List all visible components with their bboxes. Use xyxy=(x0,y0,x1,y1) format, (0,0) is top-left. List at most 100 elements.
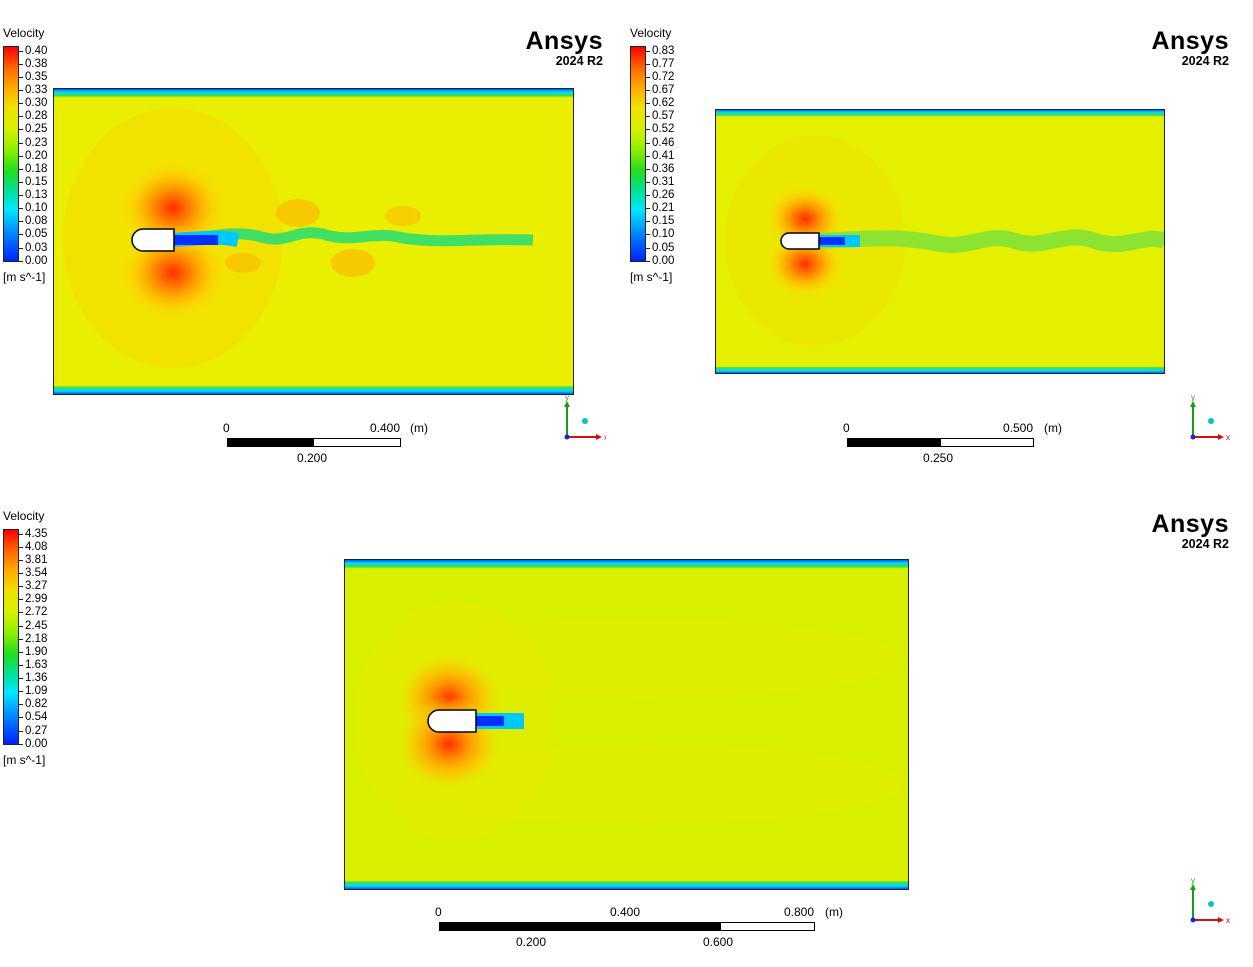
legend-tick: 0.41 xyxy=(645,150,675,162)
legend-tick: 0.13 xyxy=(18,189,48,201)
legend-tick: 0.00 xyxy=(18,255,48,267)
legend-tick: 0.72 xyxy=(645,71,675,83)
legend-unit: [m s^-1] xyxy=(3,270,46,284)
legend-tick: 0.23 xyxy=(18,137,48,149)
legend-tick: 1.63 xyxy=(18,659,48,671)
scale-bar: 0 0.400 (m) 0.200 xyxy=(218,420,458,470)
axis-y-label: y xyxy=(1191,876,1195,885)
scale-label: 0.400 xyxy=(610,905,641,919)
legend-tick: 0.03 xyxy=(18,242,48,254)
brand-name: Ansys xyxy=(1151,510,1229,538)
legend-tick: 0.54 xyxy=(18,711,48,723)
legend-tick: 3.81 xyxy=(18,554,48,566)
legend-title: Velocity xyxy=(3,26,45,40)
legend-tick: 4.08 xyxy=(18,541,48,553)
contour-panel-1: Velocity 0.40 0.38 0.35 0.33 0.30 0.28 0… xyxy=(0,0,620,470)
brand-name: Ansys xyxy=(525,27,603,55)
legend-tick: 0.35 xyxy=(18,71,48,83)
scale-label: 0.200 xyxy=(297,451,328,465)
scale-label: 0.800 xyxy=(784,905,815,919)
axis-y-label: y xyxy=(565,393,569,402)
legend-tick: 0.62 xyxy=(645,97,675,109)
velocity-contour-plot[interactable] xyxy=(344,559,909,890)
legend-tick: 0.46 xyxy=(645,137,675,149)
scale-unit: (m) xyxy=(1044,421,1062,435)
brand-name: Ansys xyxy=(1151,27,1229,55)
legend-tick: 0.57 xyxy=(645,110,675,122)
scale-label: 0.600 xyxy=(703,935,734,949)
scale-bar-graphic xyxy=(439,922,815,931)
legend-tick: 0.67 xyxy=(645,84,675,96)
legend-tick: 0.27 xyxy=(18,725,48,737)
axis-y-label: y xyxy=(1191,393,1195,402)
ansys-logo: Ansys 2024 R2 xyxy=(500,28,603,68)
scale-label: 0 xyxy=(223,421,230,435)
legend-tick: 0.00 xyxy=(645,255,675,267)
velocity-contour-plot[interactable] xyxy=(715,109,1165,374)
legend-color-bar xyxy=(3,529,19,745)
scale-unit: (m) xyxy=(410,421,428,435)
legend-unit: [m s^-1] xyxy=(630,270,673,284)
legend-title: Velocity xyxy=(630,26,672,40)
scale-label: 0.500 xyxy=(1003,421,1034,435)
contour-panel-3: Velocity 4.35 4.08 3.81 3.54 3.27 2.99 2… xyxy=(0,484,1253,967)
scale-label: 0 xyxy=(843,421,850,435)
legend-tick: 0.40 xyxy=(18,45,48,57)
legend-tick: 3.27 xyxy=(18,580,48,592)
legend-tick: 0.00 xyxy=(18,738,48,750)
ansys-logo: Ansys 2024 R2 xyxy=(1126,28,1229,68)
legend-color-bar xyxy=(3,46,19,262)
legend-unit: [m s^-1] xyxy=(3,753,46,767)
scale-bar: 0 0.400 0.800 (m) 0.200 0.600 xyxy=(430,904,860,954)
legend-tick: 0.20 xyxy=(18,150,48,162)
legend-tick: 0.52 xyxy=(645,123,675,135)
contour-panel-2: Velocity 0.83 0.77 0.72 0.67 0.62 0.57 0… xyxy=(626,0,1253,470)
legend-tick: 0.38 xyxy=(18,58,48,70)
legend-tick: 0.28 xyxy=(18,110,48,122)
legend-tick: 1.09 xyxy=(18,685,48,697)
legend-color-bar xyxy=(630,46,646,262)
brand-version: 2024 R2 xyxy=(555,54,603,68)
scale-bar-graphic xyxy=(227,438,401,447)
axis-x-label: x xyxy=(604,433,606,442)
legend-tick: 0.31 xyxy=(645,176,675,188)
legend-tick: 0.10 xyxy=(18,202,48,214)
legend-tick: 0.15 xyxy=(645,215,675,227)
legend-tick: 0.82 xyxy=(18,698,48,710)
axis-triad: y x xyxy=(558,393,608,445)
legend-tick: 2.18 xyxy=(18,633,48,645)
scale-label: 0.250 xyxy=(923,451,954,465)
axis-x-label: x xyxy=(1226,433,1230,442)
scale-bar: 0 0.500 (m) 0.250 xyxy=(841,420,1081,470)
axis-x-label: x xyxy=(1226,916,1230,925)
legend-tick: 0.30 xyxy=(18,97,48,109)
legend-tick: 0.18 xyxy=(18,163,48,175)
legend-title: Velocity xyxy=(3,509,45,523)
scale-label: 0 xyxy=(435,905,442,919)
legend-tick: 0.15 xyxy=(18,176,48,188)
axis-triad: y x xyxy=(1184,876,1232,928)
scale-unit: (m) xyxy=(825,905,843,919)
brand-version: 2024 R2 xyxy=(1181,537,1229,551)
velocity-contour-plot[interactable] xyxy=(53,88,574,395)
scale-label: 0.400 xyxy=(370,421,401,435)
legend-tick: 2.99 xyxy=(18,593,48,605)
brand-version: 2024 R2 xyxy=(1181,54,1229,68)
legend-tick: 0.05 xyxy=(645,242,675,254)
legend-tick: 0.05 xyxy=(18,228,48,240)
legend-tick: 0.10 xyxy=(645,228,675,240)
legend-tick: 0.77 xyxy=(645,58,675,70)
legend-tick: 0.25 xyxy=(18,123,48,135)
axis-triad: y x xyxy=(1184,393,1232,445)
legend-tick: 3.54 xyxy=(18,567,48,579)
scale-bar-graphic xyxy=(847,438,1034,447)
legend-tick: 2.45 xyxy=(18,620,48,632)
legend-tick: 0.83 xyxy=(645,45,675,57)
legend-tick: 0.08 xyxy=(18,215,48,227)
legend-tick: 0.26 xyxy=(645,189,675,201)
scale-label: 0.200 xyxy=(516,935,547,949)
legend-tick: 2.72 xyxy=(18,606,48,618)
legend-tick: 0.33 xyxy=(18,84,48,96)
legend-tick: 1.36 xyxy=(18,672,48,684)
legend-tick: 0.21 xyxy=(645,202,675,214)
